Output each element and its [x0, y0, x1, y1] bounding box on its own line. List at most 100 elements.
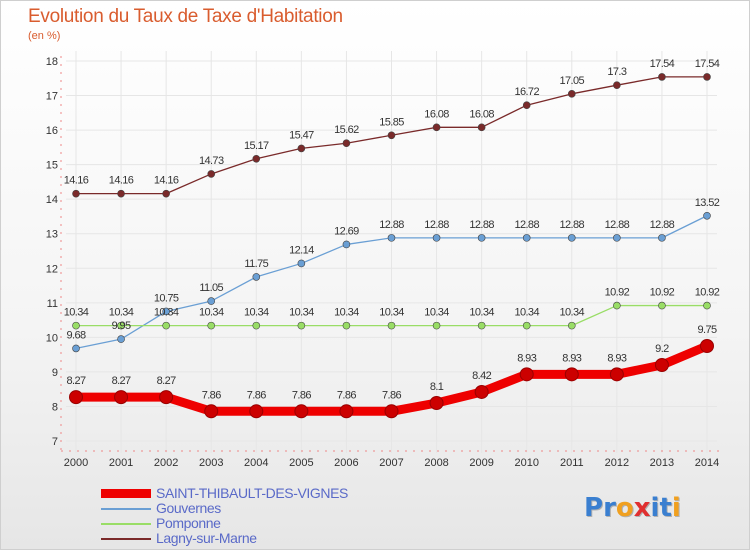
- data-point-pomponne: [342, 321, 351, 330]
- data-label-gouvernes: 11.75: [244, 258, 268, 270]
- y-tick-label: 16: [46, 125, 58, 137]
- data-label-gouvernes: 11.05: [199, 282, 223, 294]
- legend-swatch: [101, 537, 151, 540]
- x-tick-label: 2012: [605, 457, 629, 469]
- data-point-saint-thibault-des-vignes: [69, 390, 83, 405]
- data-point-pomponne: [522, 321, 531, 330]
- data-point-lagny-sur-marne: [658, 73, 666, 81]
- data-label-saint-thibault-des-vignes: 7.86: [202, 389, 221, 401]
- data-label-saint-thibault-des-vignes: 7.86: [292, 389, 311, 401]
- data-point-saint-thibault-des-vignes: [474, 384, 489, 399]
- data-label-pomponne: 10.34: [469, 307, 494, 319]
- x-tick-label: 2005: [289, 457, 313, 469]
- data-point-lagny-sur-marne: [207, 170, 216, 178]
- legend-swatch: [101, 522, 151, 525]
- data-label-lagny-sur-marne: 15.47: [289, 129, 314, 141]
- data-point-saint-thibault-des-vignes: [204, 404, 219, 419]
- logo-letter: i: [671, 493, 681, 523]
- y-tick-label: 14: [46, 194, 58, 206]
- legend: SAINT-THIBAULT-DES-VIGNES Gouvernes Pompon…: [101, 486, 348, 546]
- data-label-lagny-sur-marne: 17.05: [560, 75, 585, 87]
- legend-item-gouvernes: Gouvernes: [101, 501, 348, 516]
- data-point-pomponne: [162, 321, 170, 330]
- data-point-lagny-sur-marne: [567, 90, 576, 98]
- data-label-lagny-sur-marne: 17.54: [695, 58, 720, 70]
- data-label-lagny-sur-marne: 16.08: [424, 108, 449, 120]
- data-label-lagny-sur-marne: 17.3: [607, 66, 626, 78]
- data-label-lagny-sur-marne: 15.62: [334, 124, 359, 136]
- x-tick-label: 2014: [695, 457, 719, 469]
- data-point-gouvernes: [613, 234, 621, 242]
- data-point-saint-thibault-des-vignes: [384, 404, 399, 419]
- data-label-gouvernes: 12.88: [469, 219, 494, 231]
- chart-unit: (en %): [28, 30, 61, 42]
- data-label-pomponne: 10.34: [289, 307, 314, 319]
- legend-item-saint-thibault-des-vignes: SAINT-THIBAULT-DES-VIGNES: [101, 486, 348, 501]
- logo-letter: o: [615, 493, 634, 523]
- data-point-pomponne: [432, 321, 441, 330]
- data-point-lagny-sur-marne: [703, 73, 711, 81]
- data-label-pomponne: 10.34: [244, 307, 269, 319]
- data-point-saint-thibault-des-vignes: [700, 339, 714, 353]
- data-label-saint-thibault-des-vignes: 9.2: [655, 343, 669, 355]
- data-label-pomponne: 10.34: [424, 307, 449, 319]
- legend-item-lagny-sur-marne: Lagny-sur-Marne: [101, 531, 348, 546]
- data-point-gouvernes: [297, 259, 306, 268]
- data-label-gouvernes: 12.88: [379, 219, 404, 231]
- data-label-pomponne: 10.34: [379, 307, 404, 319]
- x-tick-label: 2010: [514, 457, 538, 469]
- legend-item-pomponne: Pomponne: [101, 516, 348, 531]
- data-label-gouvernes: 12.88: [514, 219, 539, 231]
- logo-letter: t: [659, 493, 672, 523]
- y-tick-label: 18: [46, 56, 58, 68]
- y-tick-label: 15: [46, 160, 58, 172]
- x-tick-label: 2008: [424, 457, 448, 469]
- data-point-lagny-sur-marne: [387, 131, 396, 140]
- data-label-saint-thibault-des-vignes: 8.27: [66, 375, 85, 387]
- data-point-lagny-sur-marne: [252, 154, 261, 163]
- x-tick-label: 2004: [244, 457, 268, 469]
- data-label-lagny-sur-marne: 15.85: [379, 116, 404, 128]
- x-tick-label: 2006: [334, 457, 358, 469]
- y-tick-label: 17: [46, 91, 58, 103]
- data-label-pomponne: 10.92: [605, 287, 630, 299]
- data-point-gouvernes: [432, 234, 441, 242]
- data-label-gouvernes: 9.95: [112, 320, 131, 332]
- x-tick-label: 2001: [109, 457, 133, 469]
- data-label-saint-thibault-des-vignes: 7.86: [247, 389, 266, 401]
- data-point-pomponne: [117, 321, 125, 330]
- y-tick-label: 9: [52, 367, 58, 379]
- data-point-saint-thibault-des-vignes: [429, 396, 444, 410]
- data-label-lagny-sur-marne: 14.16: [154, 175, 179, 187]
- legend-label: Gouvernes: [156, 500, 221, 516]
- data-label-gouvernes: 12.88: [650, 219, 675, 231]
- data-label-lagny-sur-marne: 15.17: [244, 140, 269, 152]
- x-tick-label: 2003: [199, 457, 223, 469]
- data-point-saint-thibault-des-vignes: [609, 367, 624, 382]
- logo-letter: P: [584, 493, 604, 523]
- axes: 7 8 9 10 11 12 13 14 15 16 17 18 2000 2001 2002 2003 200…: [46, 56, 722, 469]
- x-tick-label: 2002: [154, 457, 178, 469]
- y-tick-label: 7: [52, 436, 58, 448]
- data-point-lagny-sur-marne: [613, 81, 621, 89]
- data-label-lagny-sur-marne: 14.16: [64, 175, 89, 187]
- data-label-saint-thibault-des-vignes: 8.93: [607, 352, 626, 364]
- data-point-pomponne: [703, 301, 711, 310]
- y-tick-label: 13: [46, 229, 58, 241]
- grid: [66, 51, 717, 453]
- data-point-pomponne: [658, 301, 666, 310]
- data-point-pomponne: [207, 321, 216, 330]
- data-label-saint-thibault-des-vignes: 7.86: [382, 389, 401, 401]
- legend-label: Pomponne: [156, 515, 221, 531]
- data-label-pomponne: 10.34: [514, 307, 539, 319]
- data-point-lagny-sur-marne: [72, 189, 80, 198]
- x-tick-label: 2007: [379, 457, 403, 469]
- series: [69, 73, 714, 419]
- data-label-pomponne: 10.34: [334, 307, 359, 319]
- data-label-gouvernes: 9.68: [66, 329, 85, 341]
- data-label-saint-thibault-des-vignes: 8.42: [472, 370, 491, 382]
- data-label-gouvernes: 10.75: [154, 292, 179, 304]
- chart-title: Evolution du Taux de Taxe d'Habitation: [28, 6, 343, 27]
- data-point-gouvernes: [342, 240, 351, 249]
- data-point-saint-thibault-des-vignes: [294, 404, 309, 419]
